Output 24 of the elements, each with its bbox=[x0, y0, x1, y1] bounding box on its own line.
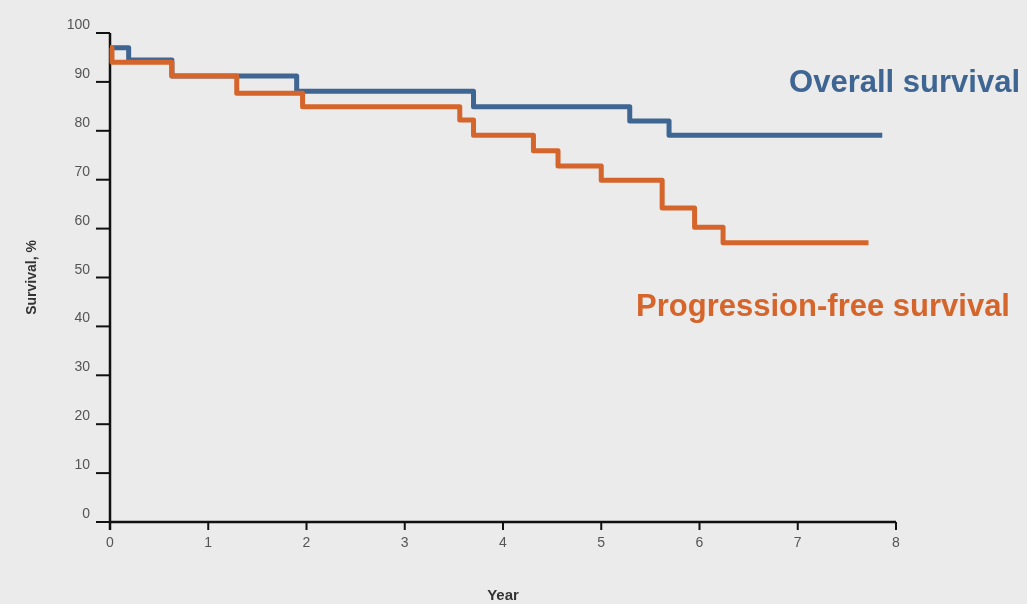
y-tick-label: 30 bbox=[74, 358, 91, 375]
series-label: Overall survival bbox=[789, 64, 1020, 99]
y-tick-label: 60 bbox=[74, 211, 91, 228]
y-tick-label: 0 bbox=[82, 505, 91, 521]
y-tick-label: 50 bbox=[74, 260, 91, 277]
x-axis-title: Year bbox=[487, 586, 520, 603]
x-tick-label: 0 bbox=[106, 534, 115, 550]
x-tick-label: 1 bbox=[204, 534, 213, 550]
y-tick-label: 80 bbox=[74, 113, 91, 130]
x-tick-label: 8 bbox=[892, 534, 901, 550]
y-tick-label: 90 bbox=[74, 64, 91, 81]
x-tick-label: 5 bbox=[597, 534, 606, 550]
x-tick-label: 7 bbox=[793, 534, 802, 550]
x-tick-label: 3 bbox=[400, 534, 409, 550]
x-tick-label: 4 bbox=[499, 534, 508, 550]
y-tick-label: 10 bbox=[74, 456, 91, 473]
y-tick-label: 70 bbox=[74, 162, 91, 179]
y-axis-title: Survival, % bbox=[23, 239, 39, 315]
text: Progression-free survival bbox=[636, 288, 1010, 323]
y-tick-label: 20 bbox=[74, 407, 91, 424]
x-tick-label: 2 bbox=[302, 534, 311, 550]
x-tick-label: 6 bbox=[695, 534, 704, 550]
y-tick-label: 40 bbox=[74, 309, 91, 326]
y-tick-label: 100 bbox=[66, 16, 91, 32]
